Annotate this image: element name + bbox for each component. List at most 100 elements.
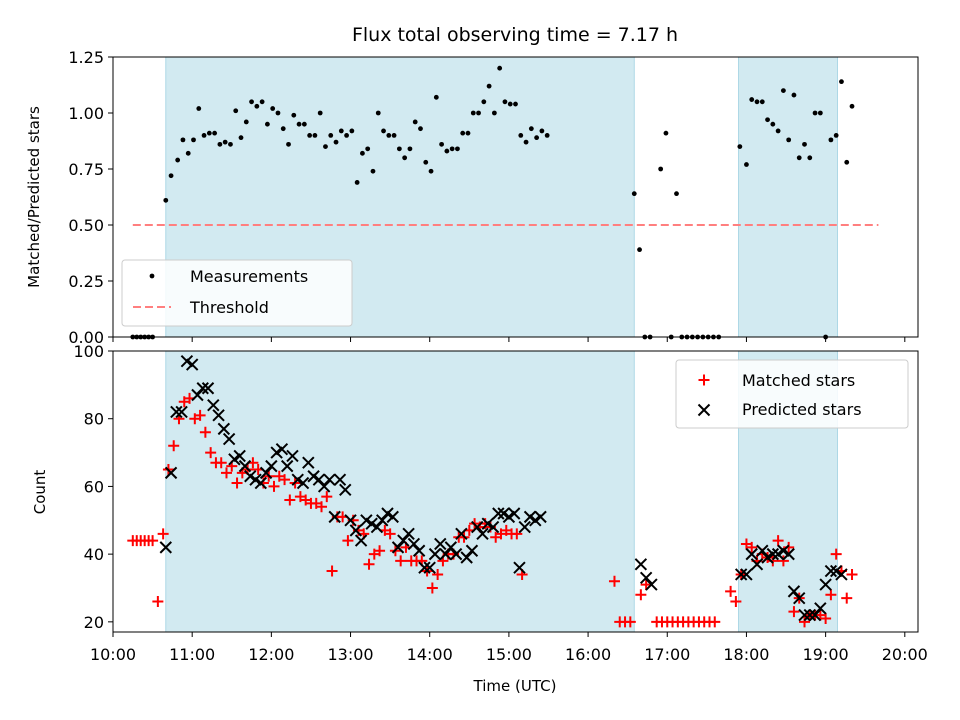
predicted-star-point xyxy=(745,547,758,561)
matched-star-point xyxy=(168,440,180,452)
measurement-point xyxy=(185,150,191,156)
predicted-star-point xyxy=(734,568,748,581)
measurement-point xyxy=(844,159,850,165)
bottom-axes-frame xyxy=(112,350,919,633)
predicted-star-point xyxy=(492,507,505,520)
measurement-point xyxy=(663,130,669,136)
legend-matched-marker xyxy=(698,374,710,386)
matched-star-point xyxy=(220,467,232,479)
measurement-point xyxy=(507,101,513,107)
predicted-star-point xyxy=(175,405,188,419)
measurement-point xyxy=(486,83,492,89)
measurement-point xyxy=(765,117,770,123)
measurement-point xyxy=(196,106,202,111)
measurement-point xyxy=(286,141,291,147)
measurement-point xyxy=(786,137,792,143)
measurement-point xyxy=(259,99,265,105)
predicted-star-point xyxy=(518,520,531,534)
measurement-point xyxy=(360,150,365,156)
measurement-point xyxy=(476,110,481,116)
predicted-star-point xyxy=(191,388,204,402)
predicted-star-point xyxy=(634,558,648,571)
predicted-star-point xyxy=(280,459,294,473)
measurement-point xyxy=(249,99,254,105)
matched-star-point xyxy=(157,528,169,540)
predicted-star-point xyxy=(534,510,547,524)
predicted-star-point xyxy=(439,547,452,561)
predicted-star-point xyxy=(344,514,357,527)
predicted-star-point xyxy=(233,449,246,463)
measurement-point xyxy=(206,130,212,136)
measurement-point xyxy=(658,166,664,172)
measurement-point xyxy=(228,141,233,147)
predicted-star-point xyxy=(391,541,405,554)
measurement-point xyxy=(333,139,339,145)
predicted-star-point xyxy=(476,527,489,541)
predicted-star-point xyxy=(750,558,764,571)
measurement-point xyxy=(449,146,455,152)
predicted-star-point xyxy=(354,534,368,547)
matched-star-point xyxy=(205,447,217,459)
predicted-star-point xyxy=(835,568,848,581)
measurement-point xyxy=(312,133,318,138)
measurement-point xyxy=(222,139,228,145)
measurement-point xyxy=(481,99,487,105)
measurement-point xyxy=(455,146,460,152)
measurement-point xyxy=(280,126,286,132)
measurement-point xyxy=(168,173,174,179)
matched-star-point xyxy=(374,545,386,557)
measurement-point xyxy=(513,101,518,107)
matched-star-point xyxy=(342,535,354,547)
predicted-star-point xyxy=(507,507,521,520)
predicted-star-point xyxy=(782,547,795,561)
x-tick-label: 14:00 xyxy=(407,645,453,664)
x-tick-label: 19:00 xyxy=(803,645,849,664)
measurement-point xyxy=(407,146,413,152)
predicted-star-point xyxy=(444,541,458,554)
predicted-star-point xyxy=(793,591,806,605)
measurement-point xyxy=(370,168,376,174)
x-tick-label: 12:00 xyxy=(248,645,294,664)
measurement-point xyxy=(180,137,186,143)
legend-matched-label: Matched stars xyxy=(742,371,855,390)
measurement-point xyxy=(539,128,545,134)
y-tick-label: 1.00 xyxy=(68,104,104,123)
measurement-point xyxy=(201,133,207,138)
shaded-span xyxy=(165,351,635,632)
measurement-point xyxy=(307,133,313,138)
predicted-star-point xyxy=(645,578,658,591)
predicted-star-point xyxy=(222,432,236,446)
top-legend: Measurements Threshold xyxy=(121,259,353,327)
measurement-point xyxy=(423,159,429,165)
measurement-point xyxy=(386,133,392,138)
x-tick-label: 11:00 xyxy=(169,645,215,664)
measurement-point xyxy=(833,133,839,138)
matched-star-point xyxy=(215,457,227,469)
predicted-star-point xyxy=(455,527,468,541)
measurement-point xyxy=(465,130,471,136)
predicted-star-point xyxy=(275,442,289,456)
legend-predicted-marker xyxy=(697,403,711,417)
measurement-point xyxy=(791,92,797,98)
matched-star-point xyxy=(231,477,243,489)
measurement-point xyxy=(744,162,749,167)
y-tick-label: 80 xyxy=(84,410,104,429)
matched-star-point xyxy=(825,589,837,601)
measurement-point xyxy=(354,180,360,185)
bottom-legend-box xyxy=(675,359,909,429)
predicted-star-point xyxy=(407,537,421,551)
x-tick-label: 10:00 xyxy=(90,645,136,664)
predicted-star-point xyxy=(824,564,838,578)
predicted-star-point xyxy=(766,547,780,561)
shaded-span xyxy=(738,57,838,337)
measurement-point xyxy=(754,99,760,105)
x-tick-label: 13:00 xyxy=(327,645,373,664)
predicted-star-point xyxy=(238,459,252,473)
measurement-point xyxy=(807,155,813,161)
predicted-star-point xyxy=(418,561,431,574)
y-tick-label: 0.25 xyxy=(68,272,104,291)
y-tick-label: 0.00 xyxy=(68,328,104,347)
measurement-point xyxy=(534,135,540,141)
predicted-star-point xyxy=(212,409,225,422)
